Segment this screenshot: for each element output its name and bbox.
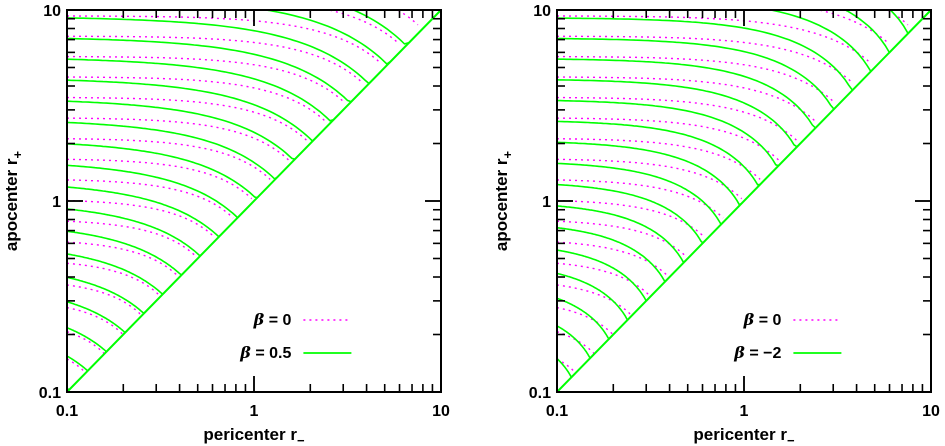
left-y-axis-label: apocenter r+	[2, 151, 25, 252]
contour-beta-alt-14	[67, 143, 271, 199]
contour-beta-0-17	[557, 117, 780, 161]
right-legend: β = 0 β = −2	[733, 310, 842, 362]
contour-beta-alt-8	[67, 276, 160, 315]
contour-beta-0-15	[67, 117, 290, 161]
left-legend: β = 0 β = 0.5	[239, 310, 352, 362]
contour-beta-alt-22	[766, 10, 872, 72]
contour-beta-alt-22	[351, 10, 419, 45]
contour-beta-alt-19	[67, 37, 364, 103]
right-x-tick-label: 10	[922, 403, 940, 420]
left-x-tick-label: 1	[250, 403, 259, 420]
contour-beta-alt-16	[557, 120, 761, 186]
contour-beta-0-19	[557, 76, 816, 122]
contour-beta-0-22	[557, 15, 872, 64]
contour-beta-alt-20	[557, 37, 835, 110]
left-x-tick-label: 10	[432, 403, 450, 420]
contour-beta-alt-18	[557, 79, 798, 148]
contour-beta-0-13	[557, 199, 706, 238]
contour-beta-alt-10	[67, 230, 197, 277]
contour-beta-alt-9	[67, 253, 179, 296]
left-panel: 0.1 1 10 0.1 1 10 pericenter r− apocente…	[2, 3, 450, 446]
contour-beta-alt-6	[557, 358, 577, 379]
contour-beta-0-18	[67, 55, 345, 103]
contour-beta-0-19	[67, 35, 363, 84]
right-y-axis-label: apocenter r+	[492, 151, 515, 252]
contour-beta-0-20	[67, 15, 382, 64]
left-y-tick-label: 10	[43, 3, 61, 20]
contour-beta-0-6	[557, 358, 576, 374]
right-y-tick-label: 1	[542, 194, 551, 211]
left-legend-entry-beta-0: β = 0	[253, 310, 292, 329]
left-legend-entry-beta-0.5: β = 0.5	[239, 343, 291, 362]
contour-beta-alt-14	[557, 162, 724, 226]
right-x-tick-label: 0.1	[546, 403, 568, 420]
contour-beta-0-21	[326, 10, 400, 45]
right-legend-entry-beta-0: β = 0	[743, 310, 782, 329]
right-x-axis-label: pericenter r−	[693, 425, 795, 446]
contour-beta-alt-17	[67, 79, 327, 143]
left-y-tick-label: 1	[52, 194, 61, 211]
contour-beta-alt-21	[261, 10, 400, 66]
right-legend-entry-beta-minus-2: β = −2	[733, 343, 781, 362]
contour-beta-alt-21	[557, 17, 854, 91]
contour-beta-0-11	[67, 199, 216, 238]
contour-beta-0-4	[67, 358, 86, 374]
contour-beta-alt-11	[67, 208, 216, 257]
contour-beta-0-7	[67, 284, 142, 316]
left-x-tick-label: 0.1	[56, 403, 78, 420]
contour-beta-0-16	[557, 138, 761, 180]
contour-beta-alt-7	[557, 325, 595, 360]
left-diagonal-line	[66, 9, 442, 393]
right-panel: 0.1 1 10 0.1 1 10 pericenter r− apocente…	[492, 3, 940, 446]
contour-beta-0-14	[67, 138, 271, 180]
contour-beta-0-16	[67, 96, 308, 142]
contour-beta-alt-17	[557, 99, 779, 167]
contour-beta-0-22	[396, 10, 419, 26]
contour-beta-0-12	[557, 220, 687, 258]
contour-beta-0-18	[557, 96, 798, 142]
left-x-axis-label: pericenter r−	[203, 425, 305, 446]
contour-beta-alt-10	[557, 249, 650, 302]
contour-beta-alt-12	[557, 205, 687, 263]
contour-beta-0-9	[67, 241, 179, 277]
contour-beta-0-11	[557, 241, 669, 277]
contour-beta-0-14	[557, 179, 724, 219]
contour-beta-alt-9	[557, 272, 632, 321]
contour-beta-0-15	[557, 158, 743, 200]
contour-beta-alt-13	[557, 183, 706, 245]
contour-beta-0-17	[67, 76, 326, 122]
contour-beta-0-9	[557, 284, 632, 316]
right-contour-curves	[557, 10, 909, 379]
contour-beta-alt-15	[67, 121, 290, 180]
contour-beta-0-8	[67, 262, 160, 296]
right-diagonal-line	[556, 9, 932, 393]
contour-beta-alt-20	[67, 17, 382, 85]
contour-beta-alt-23	[843, 10, 891, 53]
right-y-tick-label: 0.1	[529, 385, 551, 402]
contour-beta-alt-16	[67, 100, 308, 161]
right-y-tick-label: 10	[533, 3, 551, 20]
left-y-tick-label: 0.1	[39, 385, 61, 402]
contour-beta-0-21	[557, 35, 853, 84]
contour-beta-alt-19	[557, 58, 817, 129]
contour-beta-alt-6	[67, 326, 123, 353]
contour-beta-alt-15	[557, 141, 743, 206]
left-contour-curves	[67, 10, 419, 391]
contour-beta-0-20	[557, 55, 835, 103]
right-x-tick-label: 1	[740, 403, 749, 420]
right-axis-ticks	[556, 9, 932, 393]
contour-beta-0-10	[557, 262, 650, 296]
contour-beta-0-24	[886, 10, 909, 26]
contour-beta-alt-18	[67, 58, 345, 122]
contour-beta-alt-11	[557, 226, 669, 283]
contour-beta-0-13	[67, 158, 253, 200]
contour-beta-alt-12	[67, 186, 234, 238]
left-axis-ticks	[66, 9, 442, 393]
contour-beta-alt-13	[67, 164, 253, 219]
contour-beta-alt-8	[557, 297, 613, 341]
